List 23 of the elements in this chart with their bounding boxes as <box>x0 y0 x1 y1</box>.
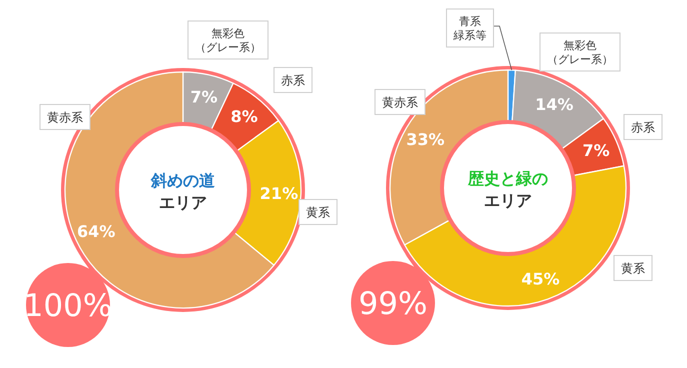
data-label: 64% <box>76 222 116 241</box>
data-label: 14% <box>535 94 574 114</box>
text: 歴史と緑の <box>467 169 548 188</box>
text: 100% <box>24 288 112 324</box>
data-label: 8% <box>230 107 258 126</box>
slice-label: 黄赤系 <box>382 96 418 110</box>
slice-label: 赤系 <box>281 74 305 88</box>
slice-label: 無彩色（グレー系） <box>195 27 261 54</box>
data-label: 45% <box>521 269 560 288</box>
slice-label: 黄赤系 <box>47 110 83 124</box>
slice-label: 青系緑系等 <box>452 15 486 42</box>
slice-label: 黄系 <box>621 262 645 276</box>
slice-label: 黄系 <box>306 206 330 220</box>
text: エリア <box>159 193 207 212</box>
slice-label: 無彩色（グレー系） <box>547 39 613 66</box>
text: 斜めの道 <box>150 171 216 190</box>
text: 99% <box>358 286 428 322</box>
slice-label: 赤系 <box>631 120 655 134</box>
data-label: 33% <box>406 130 445 150</box>
data-label: 7% <box>582 140 610 160</box>
text: エリア <box>484 191 532 210</box>
data-label: 7% <box>190 87 218 106</box>
data-label: 21% <box>260 184 298 204</box>
